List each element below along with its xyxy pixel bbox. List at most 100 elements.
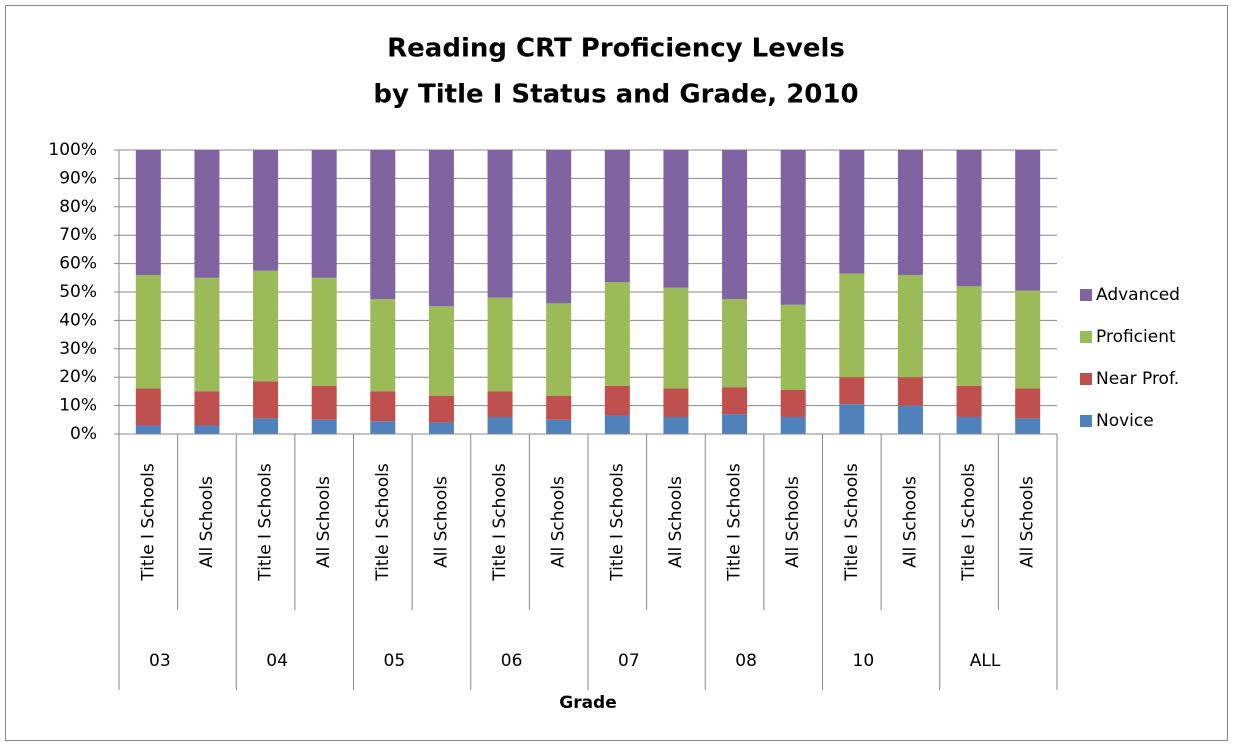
- group-label: 05: [384, 651, 406, 671]
- bar-segment: [780, 150, 806, 305]
- legend-swatch: [1080, 289, 1092, 301]
- bar-segment: [839, 150, 865, 274]
- y-tick-label: 60%: [59, 254, 97, 274]
- bar-segment: [897, 405, 923, 434]
- bar-segment: [780, 389, 806, 417]
- bar-segment: [1015, 290, 1041, 389]
- group-label: ALL: [970, 651, 1001, 671]
- bar-segment: [546, 395, 572, 420]
- x-tick-label: All Schools: [783, 476, 803, 568]
- bar-segment: [897, 150, 923, 275]
- bar-segment: [604, 282, 630, 386]
- x-tick-label: Title I Schools: [373, 463, 393, 582]
- legend-label: Novice: [1096, 411, 1154, 431]
- x-tick-label: All Schools: [197, 476, 217, 568]
- x-axis-title: Grade: [559, 693, 617, 713]
- bar-segment: [428, 395, 454, 423]
- legend-label: Near Prof.: [1096, 369, 1179, 389]
- y-tick-label: 30%: [59, 339, 97, 359]
- bar-segment: [370, 421, 396, 434]
- bar-segment: [487, 416, 513, 434]
- x-tick-label: Title I Schools: [959, 463, 979, 582]
- bar-segment: [780, 416, 806, 434]
- bar-segment: [253, 418, 279, 434]
- bar-segment: [956, 150, 982, 287]
- bar-segment: [897, 377, 923, 406]
- y-tick-label: 80%: [59, 197, 97, 217]
- bar-segment: [839, 377, 865, 405]
- group-label: 06: [501, 651, 523, 671]
- bar-segment: [135, 425, 161, 434]
- y-tick-label: 100%: [48, 140, 97, 160]
- y-tick-label: 0%: [70, 424, 97, 444]
- bar-segment: [897, 274, 923, 378]
- bar-segment: [428, 306, 454, 396]
- bar-segment: [428, 150, 454, 307]
- bar-segment: [604, 415, 630, 434]
- x-tick-label: Title I Schools: [842, 463, 862, 582]
- bar-segment: [311, 419, 337, 434]
- bar-segment: [956, 385, 982, 417]
- bar-segment: [428, 422, 454, 434]
- x-tick-label: Title I Schools: [256, 463, 276, 582]
- bar-segment: [487, 150, 513, 298]
- bar-segment: [956, 286, 982, 386]
- legend-label: Advanced: [1096, 285, 1180, 305]
- bar-segment: [311, 385, 337, 420]
- bar-segment: [663, 150, 689, 288]
- bar-segment: [487, 297, 513, 392]
- y-tick-label: 10%: [59, 396, 97, 416]
- bar-segment: [839, 273, 865, 378]
- group-label: 04: [266, 651, 288, 671]
- bar-segment: [1015, 418, 1041, 434]
- bar-segment: [722, 299, 748, 388]
- bar-segment: [370, 150, 396, 300]
- legend-swatch: [1080, 415, 1092, 427]
- bar-segment: [722, 387, 748, 415]
- bar-segment: [604, 150, 630, 283]
- x-tick-label: Title I Schools: [490, 463, 510, 582]
- bar-segment: [780, 304, 806, 390]
- bar-segment: [194, 391, 220, 426]
- bar-segment: [194, 277, 220, 392]
- legend-swatch: [1080, 331, 1092, 343]
- bar-segment: [194, 150, 220, 278]
- chart-title: Reading CRT Proficiency Levels: [387, 34, 845, 64]
- chart-title: by Title I Status and Grade, 2010: [373, 80, 858, 110]
- bar-segment: [253, 381, 279, 419]
- bar-segment: [546, 150, 572, 304]
- bar-segment: [487, 391, 513, 417]
- y-tick-label: 50%: [59, 282, 97, 302]
- bar-segment: [253, 270, 279, 382]
- group-label: 07: [618, 651, 640, 671]
- x-tick-label: Title I Schools: [607, 463, 627, 582]
- bar-segment: [663, 416, 689, 434]
- x-tick-label: All Schools: [1018, 476, 1038, 568]
- y-tick-label: 40%: [59, 310, 97, 330]
- bar-segment: [722, 150, 748, 300]
- bar-segment: [1015, 388, 1041, 419]
- bar-segment: [311, 150, 337, 278]
- bar-segment: [194, 425, 220, 434]
- bar-segment: [722, 414, 748, 434]
- group-label: 08: [735, 651, 757, 671]
- bar-segment: [956, 416, 982, 434]
- bar-segment: [604, 385, 630, 416]
- bar-segment: [1015, 150, 1041, 291]
- bar-segment: [370, 299, 396, 392]
- bar-segment: [546, 303, 572, 396]
- x-tick-label: All Schools: [900, 476, 920, 568]
- y-tick-label: 70%: [59, 225, 97, 245]
- x-tick-label: Title I Schools: [138, 463, 158, 582]
- group-label: 03: [149, 651, 171, 671]
- x-tick-label: All Schools: [431, 476, 451, 568]
- bar-segment: [311, 277, 337, 386]
- y-tick-label: 20%: [59, 367, 97, 387]
- x-tick-label: All Schools: [549, 476, 569, 568]
- bar-segment: [546, 419, 572, 434]
- bar-segment: [135, 274, 161, 389]
- x-tick-label: All Schools: [314, 476, 334, 568]
- legend-label: Proficient: [1096, 327, 1176, 347]
- bar-segment: [370, 391, 396, 422]
- x-tick-label: All Schools: [666, 476, 686, 568]
